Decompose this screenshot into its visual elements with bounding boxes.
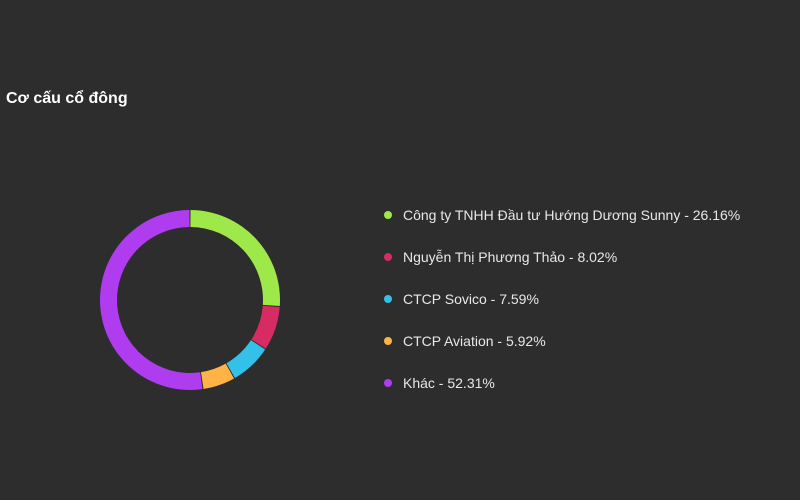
donut-slice[interactable] bbox=[190, 210, 280, 307]
section-title: Cơ cấu cổ đông bbox=[6, 90, 128, 107]
legend-item[interactable]: Công ty TNHH Đầu tư Hướng Dương Sunny - … bbox=[384, 204, 740, 226]
legend-label: Khác - 52.31% bbox=[403, 375, 495, 391]
legend-label: Công ty TNHH Đầu tư Hướng Dương Sunny - … bbox=[403, 207, 741, 223]
donut-slice[interactable] bbox=[226, 340, 266, 378]
legend-color-dot bbox=[384, 253, 392, 261]
legend-item[interactable]: CTCP Aviation - 5.92% bbox=[384, 330, 740, 352]
shareholder-donut-chart bbox=[100, 210, 280, 390]
chart-legend: Công ty TNHH Đầu tư Hướng Dương Sunny - … bbox=[384, 204, 740, 414]
donut-slice[interactable] bbox=[251, 305, 280, 349]
legend-label: Nguyễn Thị Phương Thảo - 8.02% bbox=[403, 249, 618, 265]
legend-color-dot bbox=[384, 337, 392, 345]
legend-item[interactable]: CTCP Sovico - 7.59% bbox=[384, 288, 740, 310]
donut-slice[interactable] bbox=[200, 363, 235, 389]
legend-color-dot bbox=[384, 379, 392, 387]
legend-label: CTCP Sovico - 7.59% bbox=[403, 291, 539, 307]
legend-label: CTCP Aviation - 5.92% bbox=[403, 333, 546, 349]
legend-item[interactable]: Nguyễn Thị Phương Thảo - 8.02% bbox=[384, 246, 740, 268]
legend-color-dot bbox=[384, 295, 392, 303]
legend-item[interactable]: Khác - 52.31% bbox=[384, 372, 740, 394]
legend-color-dot bbox=[384, 211, 392, 219]
donut-slice[interactable] bbox=[100, 210, 203, 390]
